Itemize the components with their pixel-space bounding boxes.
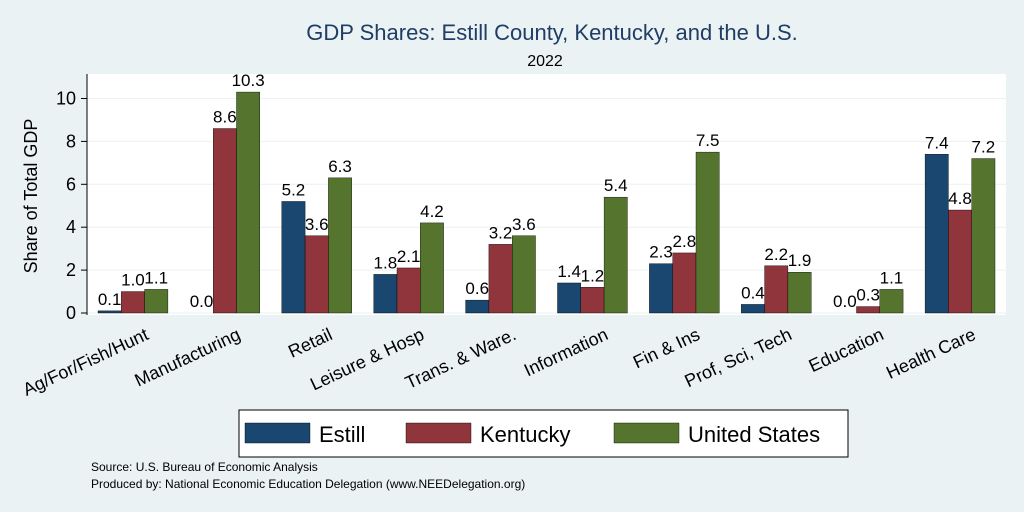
- bar: [948, 209, 972, 314]
- legend-swatch: [244, 422, 311, 444]
- data-label: 6.3: [328, 157, 352, 176]
- legend: Estill Kentucky United States: [238, 409, 849, 458]
- y-tick-label: 6: [66, 174, 76, 194]
- bar: [856, 306, 880, 314]
- data-label: 4.2: [420, 202, 444, 221]
- bar: [465, 299, 490, 314]
- data-label: 8.6: [213, 108, 237, 127]
- y-tick-label: 10: [56, 89, 76, 109]
- data-label: 2.1: [397, 247, 421, 266]
- bar: [281, 201, 306, 314]
- source-note: Source: U.S. Bureau of Economic Analysis: [91, 460, 318, 474]
- bar: [121, 291, 145, 314]
- x-tick-label: Information: [521, 324, 611, 380]
- x-tick-label: Retail: [285, 324, 335, 362]
- bar: [420, 222, 444, 314]
- data-label: 1.1: [880, 268, 904, 287]
- data-labels: 0.11.0 1.10.08.610.35.23.66.31.8 2.14.20.6…: [98, 71, 995, 311]
- bar: [144, 289, 169, 314]
- legend-label: Kentucky: [480, 422, 571, 447]
- data-label: 2.3: [649, 243, 673, 262]
- bar: [741, 304, 765, 314]
- bar: [672, 252, 697, 314]
- x-tick-label: Fin & Ins: [630, 324, 703, 372]
- data-label: 0.6: [465, 279, 489, 298]
- data-label: 3.6: [512, 215, 536, 234]
- bar: [304, 235, 329, 314]
- y-tick-label: 4: [66, 217, 76, 237]
- bar: [212, 128, 237, 314]
- data-label: 1.0: [121, 271, 145, 290]
- bar: [580, 287, 605, 314]
- bar: [328, 177, 352, 314]
- chart-title: GDP Shares: Estill County, Kentucky, and…: [306, 20, 798, 45]
- data-label: 7.5: [696, 131, 720, 150]
- data-label: 7.4: [925, 133, 949, 152]
- bars: [97, 91, 996, 314]
- data-label: 7.2: [972, 138, 996, 157]
- bar: [488, 244, 513, 314]
- data-label: 0.0: [833, 292, 857, 311]
- x-tick-label: Ag/For/Fish/Hunt: [20, 324, 152, 400]
- bar: [603, 196, 628, 314]
- data-label: 3.2: [489, 223, 513, 242]
- data-label: 1.4: [557, 262, 581, 281]
- legend-swatch: [405, 422, 472, 444]
- x-tick-label: Education: [806, 324, 887, 376]
- data-label: 3.6: [305, 215, 329, 234]
- bar: [787, 272, 812, 314]
- y-axis-label: Share of Total GDP: [21, 119, 41, 274]
- bar: [924, 154, 949, 314]
- data-label: 10.3: [232, 71, 265, 90]
- data-label: 5.4: [604, 176, 628, 195]
- y-tick-label: 0: [66, 303, 76, 323]
- produced-by-note: Produced by: National Economic Education…: [91, 477, 525, 491]
- data-label: 0.0: [190, 292, 214, 311]
- legend-swatch: [613, 422, 680, 444]
- chart-subtitle: 2022: [527, 53, 563, 70]
- x-tick-label: Health Care: [883, 324, 979, 383]
- data-label: 1.1: [144, 268, 168, 287]
- y-axis-ticks: 0 2 4 6 8 10: [56, 89, 87, 323]
- data-label: 1.8: [374, 253, 398, 272]
- data-label: 2.2: [764, 245, 788, 264]
- bar: [373, 274, 398, 314]
- data-label: 1.9: [788, 251, 812, 270]
- legend-label: Estill: [319, 422, 365, 447]
- data-label: 0.3: [856, 286, 880, 305]
- x-tick-label: Manufacturing: [132, 324, 244, 390]
- bar: [649, 263, 673, 314]
- bar: [557, 282, 581, 314]
- bar: [879, 289, 904, 314]
- bar: [512, 235, 536, 314]
- bar: [396, 267, 421, 314]
- legend-label: United States: [688, 422, 820, 447]
- bar: [764, 265, 789, 314]
- data-label: 0.1: [98, 290, 122, 309]
- bar: [97, 310, 122, 314]
- y-tick-label: 2: [66, 260, 76, 280]
- data-label: 1.2: [581, 266, 605, 285]
- bar: [236, 91, 260, 314]
- data-label: 5.2: [282, 180, 306, 199]
- y-tick-label: 8: [66, 131, 76, 151]
- data-label: 4.8: [948, 189, 972, 208]
- bar: [971, 158, 996, 314]
- data-label: 2.8: [673, 232, 697, 251]
- data-label: 0.4: [741, 283, 765, 302]
- bar: [695, 151, 720, 314]
- legend-box: [238, 409, 849, 458]
